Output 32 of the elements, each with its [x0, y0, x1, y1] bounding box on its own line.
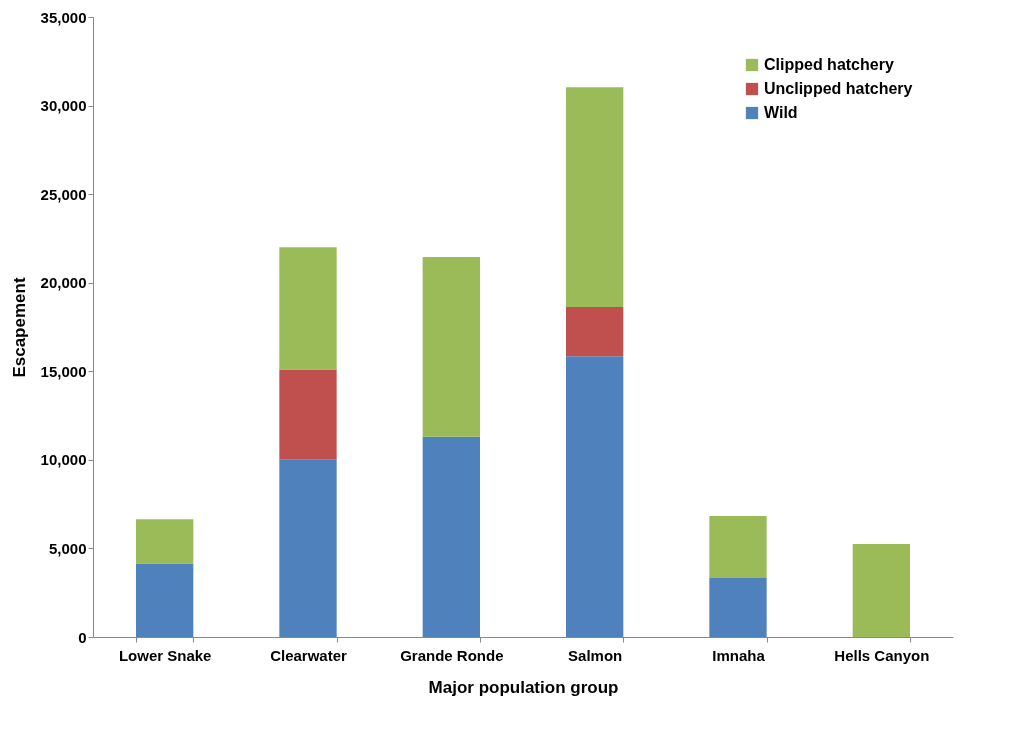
x-tick-label: Salmon [568, 646, 623, 664]
bar [422, 257, 480, 437]
bar [136, 563, 194, 637]
x-tick-label: Hells Canyon [834, 646, 930, 664]
y-tick-label: 0 [78, 628, 87, 646]
y-axis-title: Escapement [9, 277, 29, 378]
x-tick-label: Clearwater [270, 646, 348, 664]
x-tick-label: Lower Snake [118, 646, 212, 664]
legend-label: Unclipped hatchery [764, 80, 913, 97]
bar [279, 459, 337, 637]
bar [279, 247, 337, 370]
y-tick-label: 15,000 [40, 362, 87, 380]
x-axis-title: Major population group [428, 677, 619, 697]
bar [136, 519, 194, 564]
bar [566, 87, 624, 307]
y-tick-label: 5,000 [48, 539, 87, 557]
bar [279, 369, 337, 460]
bar [566, 356, 624, 637]
y-tick-label: 25,000 [40, 185, 87, 203]
bar [422, 436, 480, 637]
legend-label: Clipped hatchery [764, 56, 894, 73]
bar [852, 544, 910, 637]
y-tick-label: 10,000 [40, 451, 87, 469]
bar [709, 516, 767, 579]
bar [566, 306, 624, 357]
bar [709, 578, 767, 637]
y-tick-label: 30,000 [40, 97, 87, 115]
y-tick-label: 20,000 [40, 274, 87, 292]
legend-label: Wild [764, 104, 798, 121]
y-tick-label: 35,000 [40, 8, 87, 26]
x-tick-label: Imnaha [712, 646, 766, 664]
x-tick-label: Grande Ronde [400, 646, 504, 664]
